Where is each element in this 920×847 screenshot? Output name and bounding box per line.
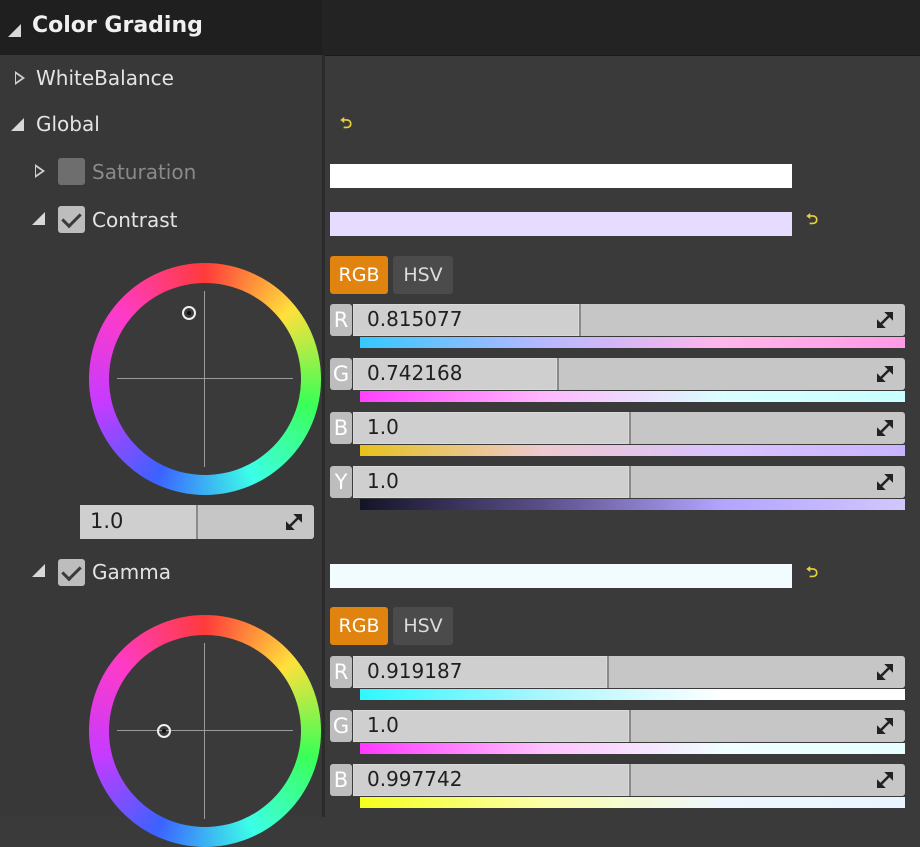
global-label: Global <box>36 112 100 136</box>
reset-arrow-icon[interactable]: ⮌ <box>340 114 353 132</box>
expand-triangle-icon[interactable] <box>15 71 25 85</box>
channel-value: 1.0 <box>367 415 399 439</box>
channel-value: 0.919187 <box>367 659 463 683</box>
color-wheel-center <box>109 283 301 475</box>
gamma-channel-slider-g[interactable]: 1.0 <box>353 710 905 742</box>
channel-value: 0.742168 <box>367 361 463 385</box>
channel-gradient-bar <box>360 391 905 402</box>
expand-arrows-icon <box>877 312 893 328</box>
contrast-channel-slider-y[interactable]: 1.0 <box>353 466 905 498</box>
expand-arrows-icon <box>286 514 302 530</box>
wheel-crosshair-vertical <box>204 643 205 819</box>
saturation-label: Saturation <box>92 160 197 184</box>
gamma-channel-slider-b[interactable]: 0.997742 <box>353 764 905 796</box>
channel-gradient-bar <box>360 689 905 700</box>
gamma-checkbox[interactable] <box>58 559 85 586</box>
channel-letter-b: B <box>330 412 352 444</box>
slider-fill <box>353 304 581 336</box>
collapse-triangle-icon[interactable] <box>32 564 45 577</box>
channel-gradient-bar <box>360 499 905 510</box>
section-title: Color Grading <box>32 13 203 38</box>
reset-arrow-icon[interactable]: ⮌ <box>806 210 819 228</box>
expand-arrows-icon <box>877 420 893 436</box>
channel-gradient-bar <box>360 445 905 456</box>
collapse-triangle-icon[interactable] <box>32 212 45 225</box>
channel-letter-g: G <box>330 710 352 742</box>
gamma-rgb-mode-button[interactable]: RGB <box>330 607 388 645</box>
header-left-cell <box>0 0 322 55</box>
contrast-label: Contrast <box>92 208 178 232</box>
whitebalance-label: WhiteBalance <box>36 66 174 90</box>
gamma-channel-slider-r[interactable]: 0.919187 <box>353 656 905 688</box>
contrast-channel-slider-g[interactable]: 0.742168 <box>353 358 905 390</box>
wheel-crosshair-vertical <box>204 291 205 467</box>
slider-fill <box>80 505 198 539</box>
contrast-color-wheel[interactable] <box>89 263 321 495</box>
expand-arrows-icon <box>877 366 893 382</box>
slider-fill <box>353 358 559 390</box>
channel-letter-g: G <box>330 358 352 390</box>
contrast-magnitude-value: 1.0 <box>90 509 124 533</box>
details-header: Color Grading <box>0 0 920 56</box>
expand-arrows-icon <box>877 474 893 490</box>
slider-fill <box>353 412 631 444</box>
contrast-color-swatch[interactable] <box>330 212 792 236</box>
gamma-color-swatch[interactable] <box>330 564 792 588</box>
column-divider[interactable] <box>322 55 325 817</box>
channel-letter-r: R <box>330 656 352 688</box>
wheel-crosshair-horizontal <box>117 378 293 379</box>
expand-triangle-icon[interactable] <box>35 164 45 178</box>
expand-arrows-icon <box>877 664 893 680</box>
channel-gradient-bar <box>360 743 905 754</box>
checkmark-icon <box>61 207 82 229</box>
saturation-checkbox[interactable] <box>58 158 85 185</box>
contrast-channel-slider-r[interactable]: 0.815077 <box>353 304 905 336</box>
saturation-color-swatch[interactable] <box>330 164 792 188</box>
channel-gradient-bar <box>360 797 905 808</box>
expand-arrows-icon <box>877 718 893 734</box>
gamma-color-wheel[interactable] <box>89 615 321 847</box>
contrast-rgb-mode-button[interactable]: RGB <box>330 256 388 294</box>
contrast-hsv-mode-button[interactable]: HSV <box>393 256 453 294</box>
channel-letter-b: B <box>330 764 352 796</box>
channel-value: 1.0 <box>367 469 399 493</box>
wheel-handle[interactable] <box>182 306 196 320</box>
contrast-magnitude-slider[interactable]: 1.0 <box>80 505 314 539</box>
gamma-hsv-mode-button[interactable]: HSV <box>393 607 453 645</box>
slider-fill <box>353 764 631 796</box>
wheel-crosshair-horizontal <box>117 730 293 731</box>
reset-arrow-icon[interactable]: ⮌ <box>806 563 819 581</box>
channel-value: 0.997742 <box>367 767 463 791</box>
contrast-checkbox[interactable] <box>58 206 85 233</box>
slider-fill <box>353 466 631 498</box>
channel-letter-y: Y <box>330 466 352 498</box>
channel-value: 1.0 <box>367 713 399 737</box>
channel-letter-r: R <box>330 304 352 336</box>
wheel-handle[interactable] <box>157 724 171 738</box>
color-wheel-center <box>109 635 301 827</box>
collapse-triangle-icon[interactable] <box>11 118 24 131</box>
channel-value: 0.815077 <box>367 307 463 331</box>
contrast-channel-slider-b[interactable]: 1.0 <box>353 412 905 444</box>
expand-arrows-icon <box>877 772 893 788</box>
checkmark-icon <box>61 560 82 582</box>
slider-fill <box>353 656 609 688</box>
collapse-triangle-icon[interactable] <box>8 24 21 37</box>
slider-fill <box>353 710 631 742</box>
channel-gradient-bar <box>360 337 905 348</box>
gamma-label: Gamma <box>92 560 171 584</box>
